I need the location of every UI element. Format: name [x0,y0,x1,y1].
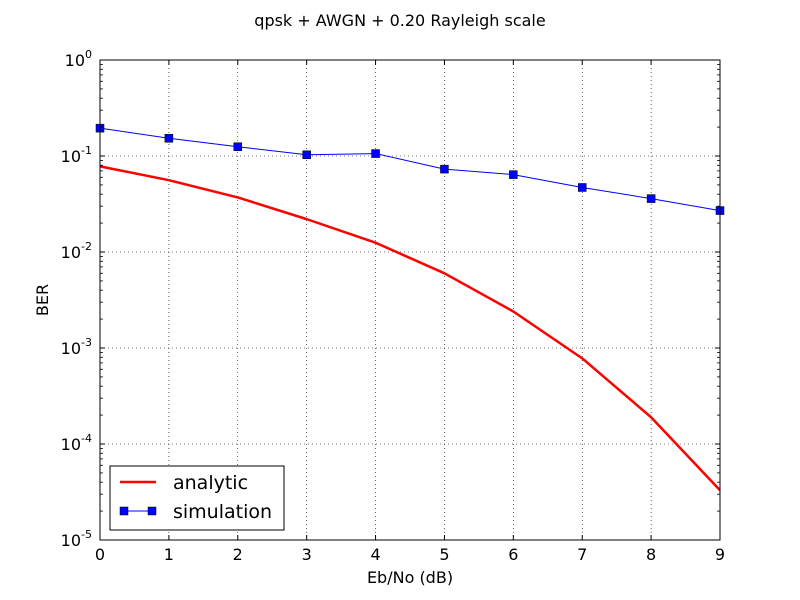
x-tick-label: 8 [646,545,656,564]
x-tick-label: 5 [439,545,449,564]
series-simulation-point [646,194,656,203]
x-tick-label: 6 [508,545,518,564]
y-tick-label: 10-1 [61,144,92,166]
y-tick-label: 10-2 [61,240,92,262]
x-axis-label: Eb/No (dB) [367,568,453,587]
plot-frame [99,59,721,541]
y-axis-label: BER [33,284,52,316]
y-tick-label: 10-3 [61,336,92,358]
series-simulation-point [577,183,587,192]
x-tick-label: 1 [164,545,174,564]
series-simulation-line [99,127,721,212]
series-simulation-point [440,164,449,174]
series-simulation-point [302,150,311,160]
legend-analytic-label: analytic [173,472,248,494]
grid [100,60,720,540]
x-tick-label: 4 [370,545,380,564]
x-tick-label: 2 [233,545,243,564]
series-simulation-point [509,170,518,179]
x-tick-label: 9 [715,545,725,564]
series-simulation-point [371,149,380,158]
x-tick-label: 0 [95,545,105,564]
y-tick-label: 100 [65,48,92,70]
series-simulation-point [164,134,174,143]
legend-box [109,465,285,531]
series-analytic-line [99,165,721,492]
y-tick-label: 10-5 [61,528,92,550]
y-tick-label: 10-4 [61,432,92,454]
x-tick-label: 3 [302,545,312,564]
legend-simulation-marker [119,506,129,516]
series-simulation-point [233,142,243,151]
chart-title: qpsk + AWGN + 0.20 Rayleigh scale [254,11,545,30]
legend: analytic simulation [109,465,285,531]
legend-simulation-marker [147,506,157,516]
axis-ticks: 0 1 2 3 4 5 6 7 8 9 100 10-1 10-2 10-3 10-4 10-5 [61,48,725,564]
x-tick-label: 7 [577,545,587,564]
legend-simulation-label: simulation [173,501,272,523]
